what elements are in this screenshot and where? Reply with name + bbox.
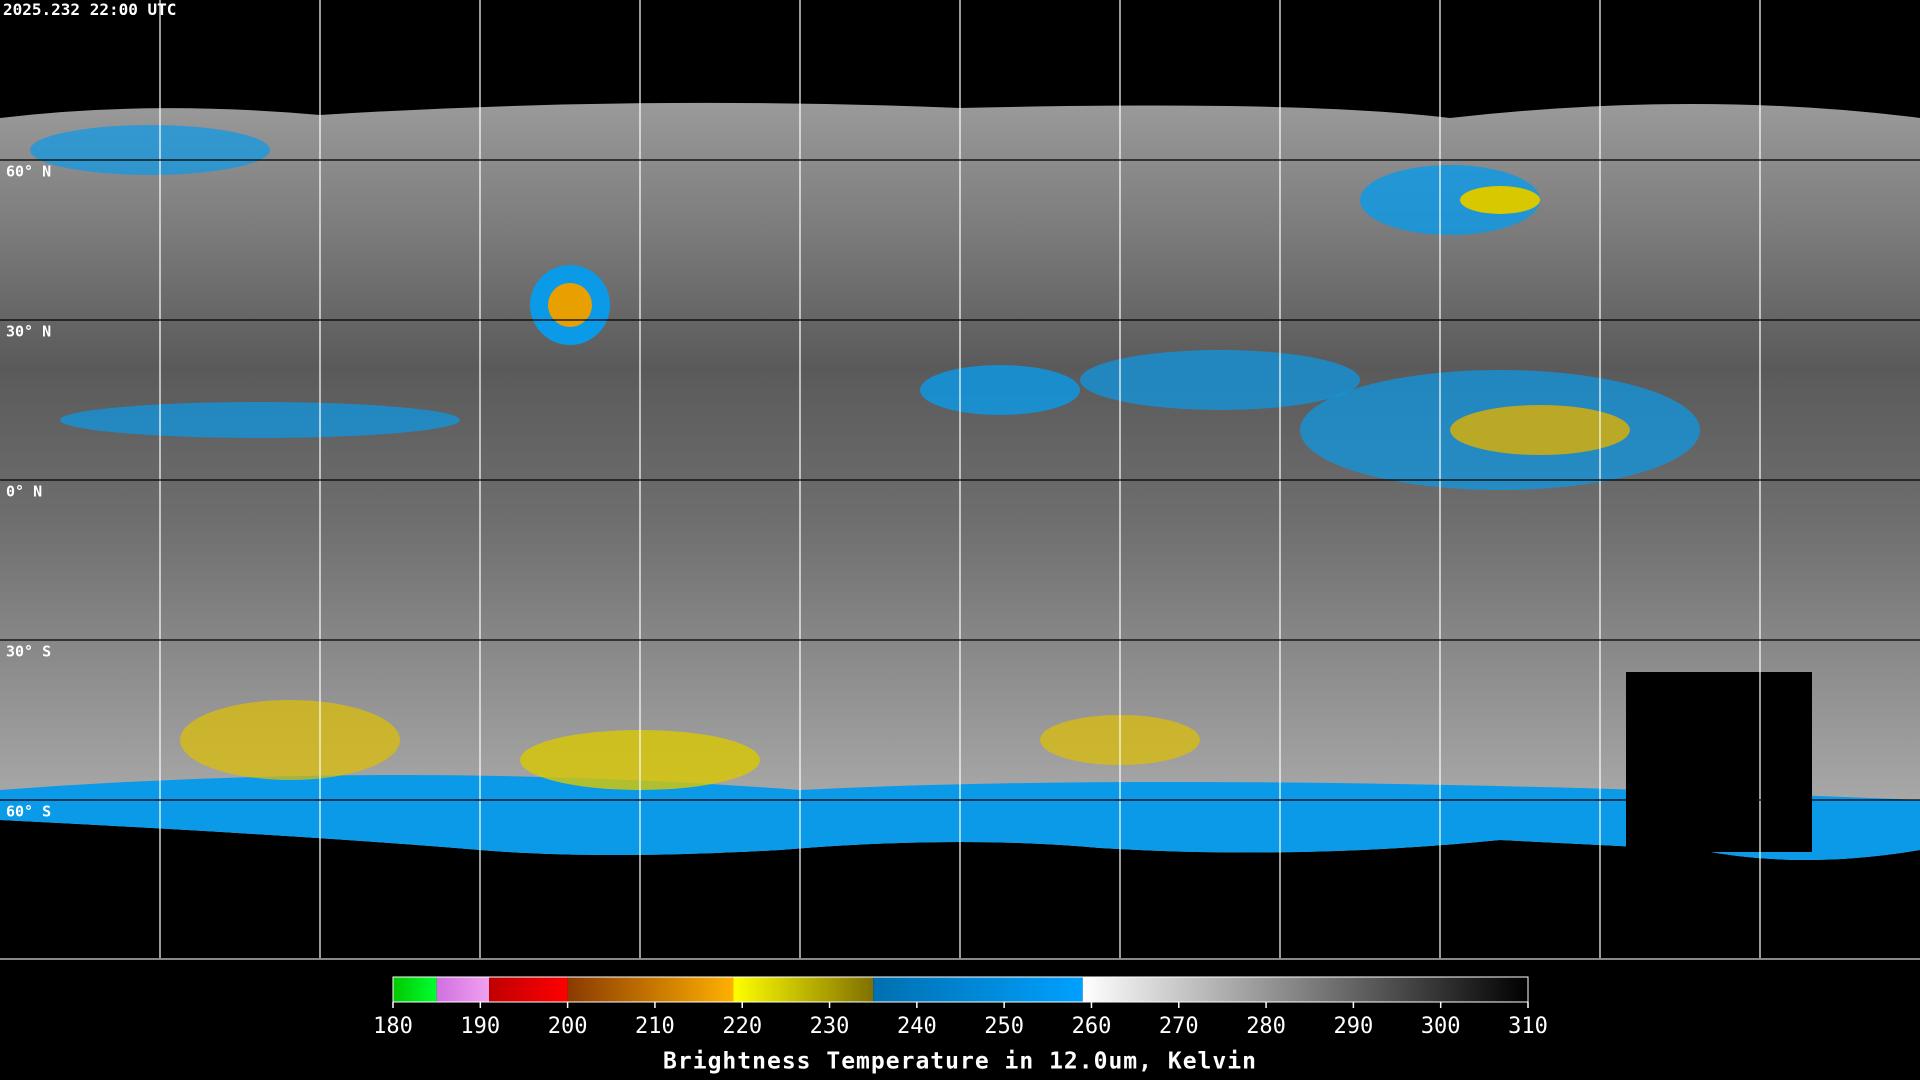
lat-label: 0° N — [6, 483, 42, 501]
colorbar-tick-label: 310 — [1508, 1014, 1548, 1039]
colorbar-segment — [567, 977, 734, 1002]
colorbar-tick-label: 250 — [984, 1014, 1024, 1039]
lat-label: 30° N — [6, 323, 51, 341]
colorbar-tick-label: 270 — [1159, 1014, 1199, 1039]
colorbar-tick-label: 280 — [1246, 1014, 1286, 1039]
colorbar-segment — [873, 977, 1083, 1002]
colorbar-tick-label: 200 — [548, 1014, 588, 1039]
timestamp: 2025.232 22:00 UTC — [3, 0, 176, 19]
colorbar-frame — [392, 976, 1529, 1003]
colorbar-tick-label: 290 — [1334, 1014, 1374, 1039]
colorbar-tick-label: 230 — [810, 1014, 850, 1039]
colorbar-tick-label: 190 — [460, 1014, 500, 1039]
colorbar-tick-label: 240 — [897, 1014, 937, 1039]
colorbar-tick-label: 210 — [635, 1014, 675, 1039]
lat-label: 60° S — [6, 803, 51, 821]
colorbar-title: Brightness Temperature in 12.0um, Kelvin — [663, 1049, 1257, 1075]
colorbar-segment — [436, 977, 490, 1002]
colorbar-tick-label: 180 — [373, 1014, 413, 1039]
lat-label: 60° N — [6, 163, 51, 181]
colorbar-segment — [1082, 977, 1528, 1002]
map-border — [0, 958, 1920, 960]
colorbar-tick-label: 300 — [1421, 1014, 1461, 1039]
colorbar-tick-label: 260 — [1072, 1014, 1112, 1039]
colorbar-segment — [393, 977, 437, 1002]
lat-label: 30° S — [6, 643, 51, 661]
colorbar-tick-label: 220 — [722, 1014, 762, 1039]
colorbar-segment — [733, 977, 874, 1002]
colorbar-segment — [489, 977, 568, 1002]
graticule — [159, 0, 1761, 960]
